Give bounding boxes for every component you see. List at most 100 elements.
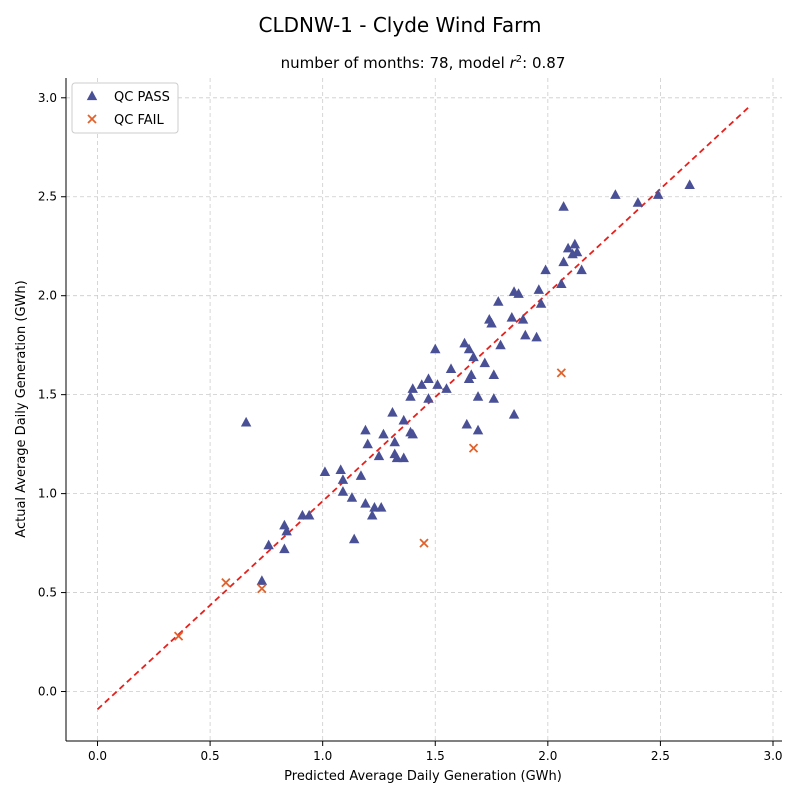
point-qc-pass-30 xyxy=(405,391,416,401)
point-qc-pass-18 xyxy=(366,509,378,520)
point-qc-pass-60 xyxy=(520,329,531,340)
point-qc-pass-23 xyxy=(387,406,398,417)
point-qc-pass-45 xyxy=(468,351,479,362)
legend-label-qc-pass: QC PASS xyxy=(114,90,170,105)
legend-x-marker xyxy=(87,114,97,124)
data-points xyxy=(173,179,695,641)
point-qc-pass-64 xyxy=(540,264,551,275)
point-qc-pass-2 xyxy=(263,539,274,550)
point-qc-fail-5-stroke-b xyxy=(556,368,566,378)
subtitle-superscript: 2 xyxy=(516,54,522,65)
point-qc-pass-40 xyxy=(459,337,470,348)
point-qc-pass-11 xyxy=(337,486,349,496)
point-qc-pass-42 xyxy=(463,343,475,354)
x-tick-label-5: 2.5 xyxy=(651,749,670,763)
point-qc-fail-1 xyxy=(221,578,231,588)
y-tick-label-2: 1.0 xyxy=(38,487,57,501)
point-qc-pass-31 xyxy=(407,383,418,393)
x-tick-label-2: 1.0 xyxy=(313,749,332,763)
point-qc-pass-27 xyxy=(398,452,409,463)
point-qc-pass-55 xyxy=(506,311,518,322)
x-tick-label-6: 3.0 xyxy=(763,749,782,763)
y-tick-label-0: 0.0 xyxy=(38,685,57,699)
point-qc-pass-39 xyxy=(445,363,457,374)
legend-triangle-icon xyxy=(86,90,98,101)
y-tick-label-5: 2.5 xyxy=(38,190,57,204)
legend-label-qc-fail: QC FAIL xyxy=(114,113,164,128)
y-tick-label-3: 1.5 xyxy=(38,388,57,402)
point-qc-pass-6 xyxy=(297,509,308,520)
point-qc-pass-36 xyxy=(430,343,441,354)
chart-title: CLDNW-1 - Clyde Wind Farm xyxy=(259,13,542,37)
point-qc-fail-3-stroke-b xyxy=(419,538,429,548)
point-qc-fail-1-stroke-b xyxy=(221,578,231,588)
point-qc-pass-14 xyxy=(355,470,367,480)
point-qc-pass-66 xyxy=(558,201,569,211)
legend: QC PASS QC FAIL xyxy=(71,82,179,134)
point-qc-pass-46 xyxy=(472,391,484,401)
subtitle-suffix: : 0.87 xyxy=(522,54,565,72)
x-tick-label-3: 1.5 xyxy=(426,749,445,763)
point-qc-pass-8 xyxy=(319,466,331,476)
subtitle-r: r xyxy=(510,54,517,72)
point-qc-pass-71 xyxy=(571,246,583,257)
point-qc-pass-44 xyxy=(466,369,477,379)
point-qc-pass-76 xyxy=(684,179,695,189)
point-qc-pass-25 xyxy=(389,436,400,447)
x-tick-label-4: 2.0 xyxy=(538,749,557,763)
point-qc-fail-0 xyxy=(173,631,184,641)
point-qc-fail-2-stroke-b xyxy=(257,583,267,594)
y-tick-label-4: 2.0 xyxy=(38,289,57,303)
point-qc-pass-58 xyxy=(513,288,524,298)
point-qc-fail-5 xyxy=(556,368,566,378)
point-qc-pass-9 xyxy=(335,464,346,474)
point-qc-fail-0-stroke-b xyxy=(173,631,184,641)
point-qc-pass-70 xyxy=(569,238,581,249)
point-qc-pass-47 xyxy=(472,424,484,435)
point-qc-pass-48 xyxy=(479,357,491,368)
point-qc-pass-26 xyxy=(391,452,403,463)
point-qc-pass-74 xyxy=(632,197,644,207)
point-qc-pass-12 xyxy=(346,492,358,502)
point-qc-pass-72 xyxy=(576,264,587,275)
point-qc-pass-0 xyxy=(240,416,252,427)
point-qc-pass-7 xyxy=(303,509,315,520)
point-qc-pass-10 xyxy=(337,474,349,484)
point-qc-fail-3 xyxy=(419,538,429,548)
point-qc-pass-13 xyxy=(348,533,360,544)
legend-x-marker-stroke-b xyxy=(87,114,97,124)
point-qc-pass-4 xyxy=(279,519,290,530)
tick-labels: 0.0 0.5 1.0 1.5 2.0 2.5 3.0 0.0 0.5 1.0 1.5 2.0 2.5 3… xyxy=(38,91,783,763)
point-qc-pass-1 xyxy=(256,575,268,585)
point-qc-pass-3 xyxy=(279,543,290,554)
point-qc-pass-28 xyxy=(398,414,409,425)
point-qc-pass-20 xyxy=(373,450,385,461)
point-qc-pass-17 xyxy=(362,438,373,449)
point-qc-pass-33 xyxy=(416,379,427,389)
point-qc-pass-67 xyxy=(558,256,569,267)
point-qc-pass-51 xyxy=(488,393,500,403)
point-qc-pass-52 xyxy=(488,369,500,379)
point-qc-pass-19 xyxy=(369,501,380,512)
legend-x-icon xyxy=(87,114,97,124)
subtitle-prefix: number of months: 78, model xyxy=(281,54,510,72)
point-qc-pass-62 xyxy=(533,284,545,294)
point-qc-pass-21 xyxy=(375,501,387,512)
point-qc-pass-59 xyxy=(517,313,529,324)
x-tick-label-1: 0.5 xyxy=(201,749,220,763)
chart-subtitle: number of months: 78, model r2: 0.87 xyxy=(281,54,566,72)
y-tick-label-1: 0.5 xyxy=(38,586,57,600)
point-qc-pass-54 xyxy=(495,339,506,350)
point-qc-pass-63 xyxy=(535,298,547,308)
y-tick-label-6: 3.0 xyxy=(38,91,57,105)
point-qc-pass-32 xyxy=(407,428,418,439)
point-qc-pass-37 xyxy=(432,379,443,389)
point-qc-pass-53 xyxy=(493,296,504,306)
x-tick-label-0: 0.0 xyxy=(88,749,107,763)
point-qc-pass-56 xyxy=(508,408,520,419)
point-qc-pass-5 xyxy=(281,525,292,536)
point-qc-pass-41 xyxy=(461,418,473,429)
point-qc-pass-65 xyxy=(556,278,567,288)
